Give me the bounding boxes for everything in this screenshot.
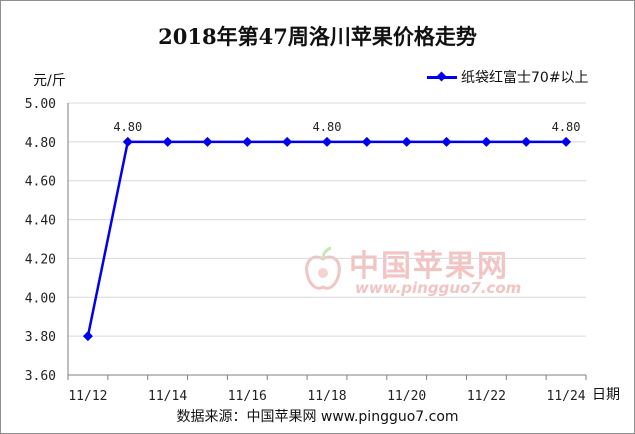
y-axis-unit: 元/斤 bbox=[33, 73, 66, 89]
data-point bbox=[82, 331, 93, 342]
x-tick-label: 11/12 bbox=[68, 389, 107, 404]
y-tick-label: 3.60 bbox=[25, 369, 56, 384]
data-point bbox=[561, 136, 572, 147]
y-tick-label: 3.80 bbox=[25, 330, 56, 345]
series-line bbox=[86, 140, 567, 337]
data-point bbox=[242, 136, 253, 147]
data-point bbox=[481, 136, 492, 147]
legend-line-marker-icon bbox=[427, 67, 457, 87]
data-point bbox=[441, 136, 452, 147]
legend: 纸袋红富士70#以上 bbox=[427, 67, 589, 87]
data-label: 4.80 bbox=[552, 120, 581, 134]
data-label: 4.80 bbox=[313, 120, 342, 134]
chart-title: 2018年第47周洛川苹果价格走势 bbox=[158, 24, 477, 49]
y-tick-label: 4.40 bbox=[25, 214, 56, 229]
source-text: 数据来源：中国苹果网 www.pingguo7.com bbox=[176, 409, 459, 425]
x-axis-unit: 日期 bbox=[592, 387, 620, 403]
y-tick-label: 4.00 bbox=[25, 291, 56, 306]
legend-label: 纸袋红富士70#以上 bbox=[461, 70, 589, 86]
data-point bbox=[282, 136, 293, 147]
y-tick-label: 4.60 bbox=[25, 175, 56, 190]
data-point bbox=[122, 136, 133, 147]
data-point bbox=[401, 136, 412, 147]
y-tick-label: 5.00 bbox=[25, 97, 56, 112]
x-tick-label: 11/22 bbox=[467, 389, 506, 404]
x-tick-label: 11/24 bbox=[547, 389, 586, 404]
data-point bbox=[202, 136, 213, 147]
y-tick-label: 4.20 bbox=[25, 252, 56, 267]
data-point bbox=[162, 136, 173, 147]
data-point bbox=[322, 136, 332, 147]
data-point bbox=[361, 136, 372, 147]
data-label: 4.80 bbox=[113, 120, 142, 134]
data-point bbox=[521, 136, 532, 147]
y-tick-label: 4.80 bbox=[25, 136, 56, 151]
x-tick-label: 11/14 bbox=[148, 389, 187, 404]
x-tick-label: 11/20 bbox=[387, 389, 426, 404]
x-tick-label: 11/18 bbox=[307, 389, 346, 404]
x-tick-label: 11/16 bbox=[228, 389, 267, 404]
